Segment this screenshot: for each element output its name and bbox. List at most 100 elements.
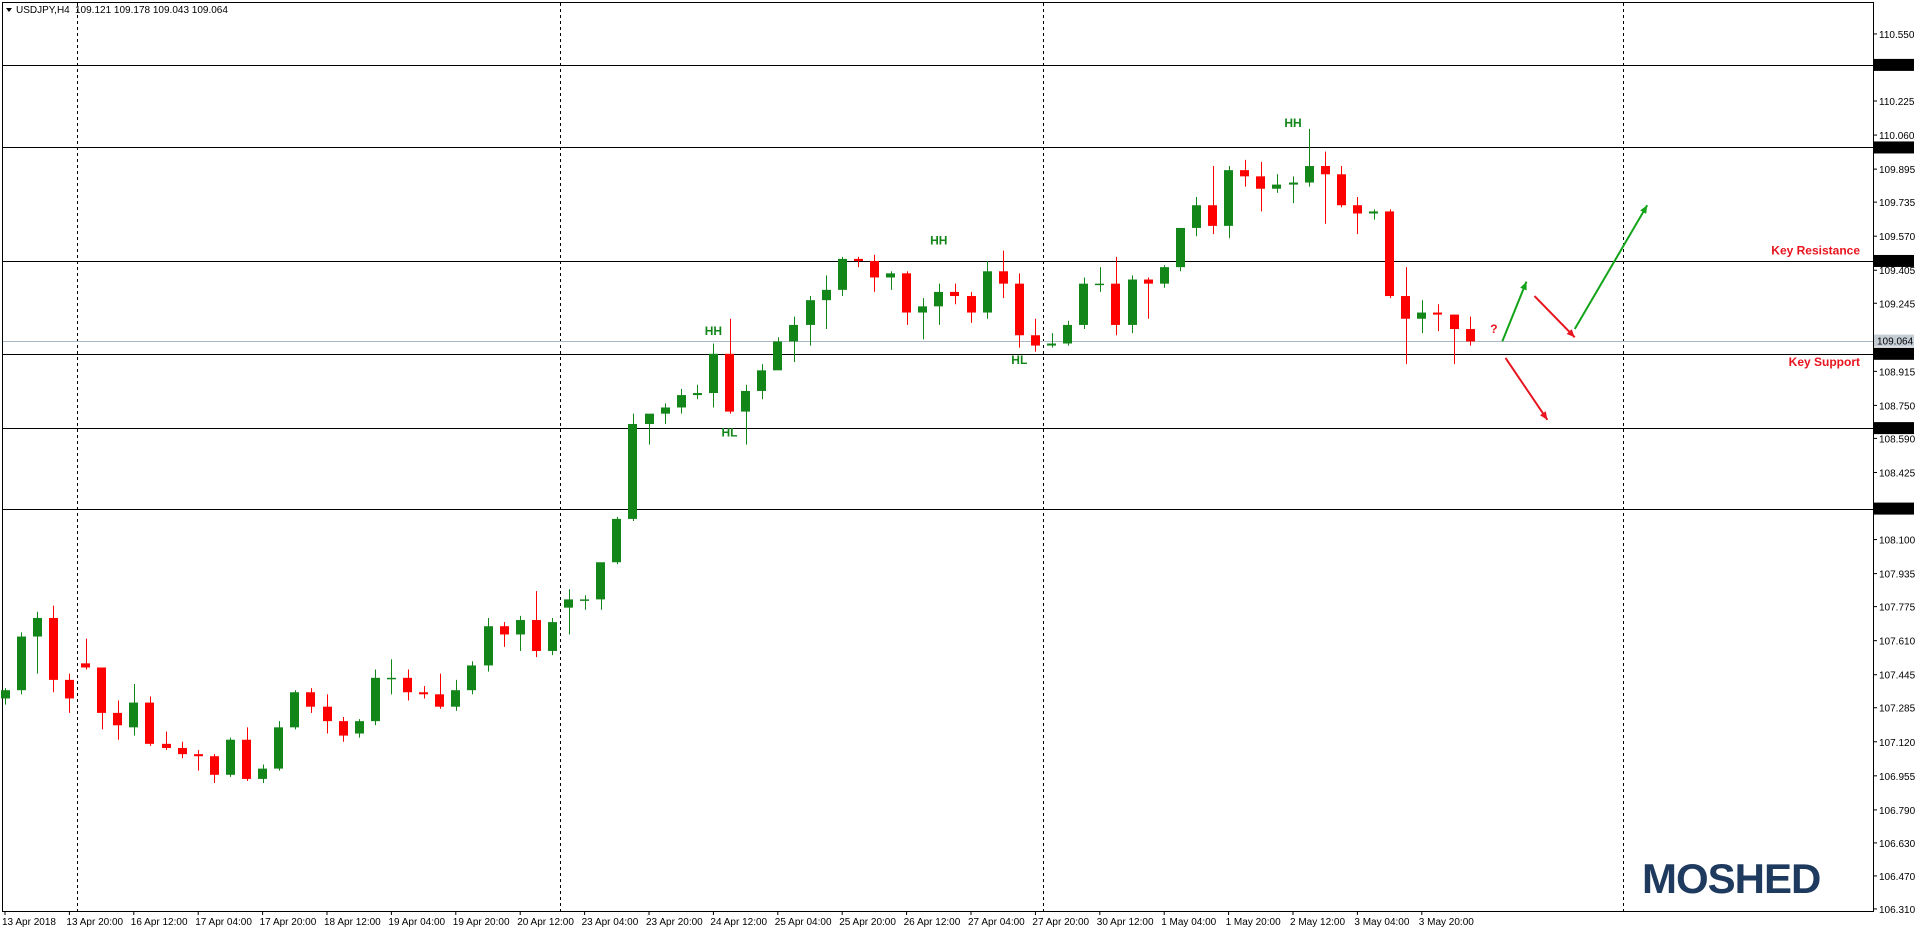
bull-candle-body <box>596 562 605 600</box>
bull-candle-body <box>1224 170 1233 226</box>
bear-candle-body <box>950 291 959 297</box>
bear-candle-body <box>178 747 187 755</box>
structure-label-hl: HL <box>1011 353 1027 367</box>
bull-candle-body <box>934 291 943 307</box>
time-tick-label: 3 May 04:00 <box>1354 917 1409 928</box>
price-tick-label: 110.060 <box>1879 131 1915 142</box>
bull-candle-body <box>467 665 476 691</box>
bull-candle-body <box>1047 343 1056 346</box>
zone-label: Key Support <box>1789 355 1860 369</box>
bear-candle-body <box>1256 176 1265 189</box>
forecast-arrow-head-icon <box>1539 411 1548 420</box>
time-tick-label: 24 Apr 12:00 <box>710 917 767 928</box>
level-price-label-box <box>1874 141 1914 154</box>
bear-candle-body <box>1401 296 1410 319</box>
structure-label-hh: HH <box>1284 116 1301 130</box>
time-tick-label: 19 Apr 20:00 <box>453 917 510 928</box>
forecast-arrow-line <box>1501 281 1528 342</box>
bear-candle-body <box>113 712 122 726</box>
bull-candle-body <box>1095 283 1104 286</box>
time-tick-label: 1 May 20:00 <box>1226 917 1281 928</box>
bull-candle-body <box>226 739 235 775</box>
bull-candle-body <box>1079 283 1088 325</box>
bear-candle-body <box>725 353 734 412</box>
candles <box>1 128 1475 784</box>
bull-candle-body <box>757 370 766 391</box>
time-tick-label: 23 Apr 20:00 <box>646 917 703 928</box>
header-symbol: USDJPY,H4 <box>16 5 70 16</box>
current-price-label-box <box>1874 334 1914 347</box>
level-price-label-box <box>1874 502 1914 515</box>
time-tick-label: 25 Apr 04:00 <box>775 917 832 928</box>
price-tick-label: 109.405 <box>1879 266 1916 277</box>
bull-candle-body <box>645 413 654 424</box>
time-tick-label: 3 May 20:00 <box>1419 917 1474 928</box>
bull-candle-body <box>387 677 396 680</box>
brand-logo: MOSHED <box>1642 855 1820 902</box>
price-tick-label: 109.570 <box>1879 232 1916 243</box>
bear-candle-body <box>81 663 90 668</box>
time-tick-label: 19 Apr 04:00 <box>388 917 445 928</box>
time-tick-label: 30 Apr 12:00 <box>1097 917 1154 928</box>
bull-candle-body <box>1369 211 1378 214</box>
bull-candle-body <box>274 727 283 769</box>
current-price-label: 109.064 <box>1877 337 1914 348</box>
bull-candle-body <box>612 518 621 563</box>
bear-candle-body <box>194 754 203 757</box>
bull-candle-body <box>484 626 493 666</box>
time-tick-label: 27 Apr 20:00 <box>1032 917 1089 928</box>
time-tick-label: 13 Apr 2018 <box>2 917 56 928</box>
level-price-label-box <box>1874 58 1914 71</box>
bear-candle-body <box>339 721 348 736</box>
bear-candle-body <box>967 296 976 313</box>
bull-candle-body <box>838 258 847 290</box>
bull-candle-body <box>564 599 573 608</box>
bear-candle-body <box>999 271 1008 284</box>
bear-candle-body <box>1031 335 1040 346</box>
dropdown-triangle-icon[interactable] <box>6 8 12 12</box>
bull-candle-body <box>806 300 815 325</box>
zone-label: Key Resistance <box>1771 244 1860 258</box>
structure-label-hh: HH <box>705 324 722 338</box>
price-tick-label: 109.245 <box>1879 299 1916 310</box>
price-tick-label: 106.310 <box>1879 905 1916 916</box>
bull-candle-body <box>355 721 364 734</box>
bull-candle-body <box>33 617 42 637</box>
bull-candle-body <box>1176 227 1185 268</box>
bear-candle-body <box>306 692 315 707</box>
bull-candle-body <box>709 353 718 394</box>
price-tick-label: 108.100 <box>1879 536 1916 547</box>
time-tick-label: 13 Apr 20:00 <box>66 917 123 928</box>
bear-candle-body <box>1353 205 1362 214</box>
bear-candle-body <box>242 739 251 779</box>
bear-candle-body <box>1433 312 1442 315</box>
time-tick-label: 27 Apr 04:00 <box>968 917 1025 928</box>
bear-candle-body <box>902 273 911 313</box>
bull-candle-body <box>1272 184 1281 189</box>
bull-candle-body <box>1 690 10 699</box>
price-tick-label: 107.445 <box>1879 671 1916 682</box>
time-tick-label: 25 Apr 20:00 <box>839 917 896 928</box>
level-price-label: 110.400 <box>1877 61 1913 72</box>
bull-candle-body <box>661 407 670 414</box>
bear-candle-body <box>1337 174 1346 206</box>
bull-candle-body <box>789 324 798 342</box>
price-tick-label: 108.425 <box>1879 468 1916 479</box>
bull-candle-body <box>1192 205 1201 228</box>
forecast-arrow-head-icon <box>1566 329 1575 338</box>
price-tick-label: 107.610 <box>1879 637 1916 648</box>
bear-candle-body <box>532 620 541 651</box>
level-price-label: 108.640 <box>1877 424 1914 435</box>
bull-candle-body <box>258 768 267 779</box>
bull-candle-body <box>773 341 782 371</box>
bear-candle-body <box>1321 166 1330 175</box>
bull-candle-body <box>628 423 637 519</box>
bear-candle-body <box>854 258 863 261</box>
price-tick-label: 110.225 <box>1879 97 1915 108</box>
price-axis: 110.550 110.225 110.060 109.895 109.735 109.5… <box>1873 30 1916 916</box>
bull-candle-body <box>983 271 992 313</box>
bear-candle-body <box>1144 279 1153 284</box>
bull-candle-body <box>129 702 138 728</box>
